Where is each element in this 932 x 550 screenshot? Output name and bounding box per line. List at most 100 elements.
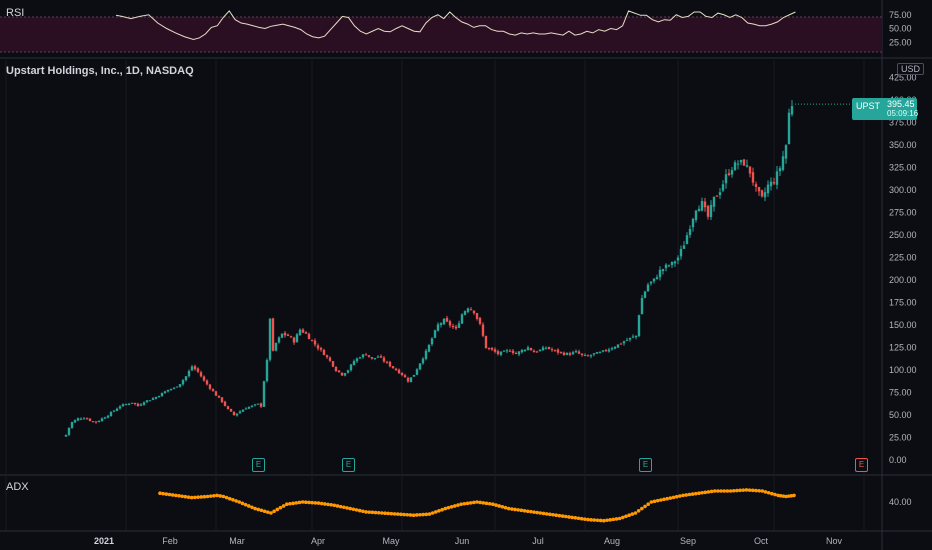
candle-body <box>205 380 209 385</box>
candle-body <box>655 277 659 280</box>
candle-body <box>583 354 587 356</box>
adx-point <box>725 489 730 493</box>
adx-point <box>427 512 432 516</box>
candle-body <box>505 350 509 352</box>
adx-point <box>586 517 590 522</box>
adx-point <box>579 516 584 521</box>
adx-point <box>563 514 568 519</box>
candle-body <box>775 171 779 185</box>
price-tick-label: 75.00 <box>889 388 912 398</box>
rsi-tick-label: 50.00 <box>889 24 912 34</box>
adx-point <box>158 491 162 496</box>
adx-point <box>174 493 178 498</box>
candle-body <box>340 372 344 376</box>
candle-body <box>64 434 68 437</box>
earnings-marker-3[interactable]: E <box>855 458 868 472</box>
adx-point <box>735 488 739 493</box>
adx-point <box>747 488 752 492</box>
candle-body <box>670 261 674 266</box>
candle-body <box>460 314 464 324</box>
candle-body <box>547 347 551 350</box>
candle-body <box>721 184 725 191</box>
adx-point <box>551 512 555 517</box>
candle-body <box>403 375 407 378</box>
candle-body <box>595 352 599 354</box>
adx-point <box>693 491 698 496</box>
candle-body <box>265 359 269 382</box>
adx-point <box>269 511 273 515</box>
adx-point <box>411 513 416 517</box>
candle-body <box>781 156 785 170</box>
candle-body <box>319 348 323 350</box>
candle-body <box>679 248 683 257</box>
adx-point <box>316 501 321 505</box>
candle-body <box>100 418 104 421</box>
candle-body <box>613 346 617 349</box>
adx-point <box>272 509 276 514</box>
candle-body <box>559 351 563 353</box>
price-tag-symbol: UPST <box>856 101 881 111</box>
adx-point <box>529 509 533 514</box>
candle-body <box>388 361 392 367</box>
candle-body <box>565 352 569 355</box>
candle-body <box>646 284 650 292</box>
adx-point <box>763 490 768 494</box>
adx-point <box>554 513 559 517</box>
candle-body <box>463 311 467 315</box>
candle-body <box>181 380 185 385</box>
adx-point <box>164 492 169 496</box>
earnings-marker-0[interactable]: E <box>252 458 265 472</box>
x-axis-label-aug: Aug <box>604 536 620 546</box>
adx-point <box>506 506 511 511</box>
candle-body <box>424 350 428 359</box>
adx-point <box>712 489 717 493</box>
candle-body <box>67 427 71 435</box>
adx-point <box>668 496 673 500</box>
adx-point <box>307 500 311 505</box>
adx-point <box>582 517 587 521</box>
candle-body <box>733 162 737 171</box>
price-tick-label: 25.00 <box>889 433 912 443</box>
adx-point <box>719 489 723 493</box>
candle-body <box>433 330 437 338</box>
earnings-marker-1[interactable]: E <box>342 458 355 472</box>
adx-series <box>158 488 796 523</box>
candle-body <box>394 368 398 371</box>
symbol-legend-title[interactable]: Upstart Holdings, Inc., 1D, NASDAQ <box>6 65 194 77</box>
candle-body <box>313 340 317 345</box>
candle-body <box>82 418 86 420</box>
candle-body <box>664 264 668 269</box>
adx-point <box>161 491 165 496</box>
adx-point <box>659 498 663 502</box>
adx-point <box>462 501 467 506</box>
adx-tick-label: 40.00 <box>889 497 912 507</box>
adx-point <box>532 510 536 514</box>
candle-body <box>685 235 689 245</box>
adx-point <box>560 514 565 518</box>
adx-point <box>424 512 429 517</box>
candle-body <box>469 309 473 311</box>
adx-point <box>202 494 207 499</box>
adx-point <box>614 517 619 521</box>
candle-body <box>259 403 263 407</box>
candle-body <box>226 406 230 410</box>
adx-point <box>655 498 660 503</box>
price-tick-label: 100.00 <box>889 365 917 375</box>
candle-body <box>154 397 158 399</box>
candle-body <box>202 376 206 381</box>
candle-body <box>295 334 299 343</box>
adx-point <box>310 500 314 505</box>
adx-point <box>649 500 654 504</box>
adx-point <box>177 494 181 498</box>
adx-point <box>405 512 410 517</box>
candle-body <box>358 357 362 359</box>
candle-body <box>235 413 239 416</box>
adx-point <box>678 494 682 498</box>
candle-body <box>352 361 356 365</box>
earnings-marker-2[interactable]: E <box>639 458 652 472</box>
currency-label[interactable]: USD <box>897 63 925 75</box>
adx-point <box>392 512 397 516</box>
candle-body <box>283 332 287 336</box>
